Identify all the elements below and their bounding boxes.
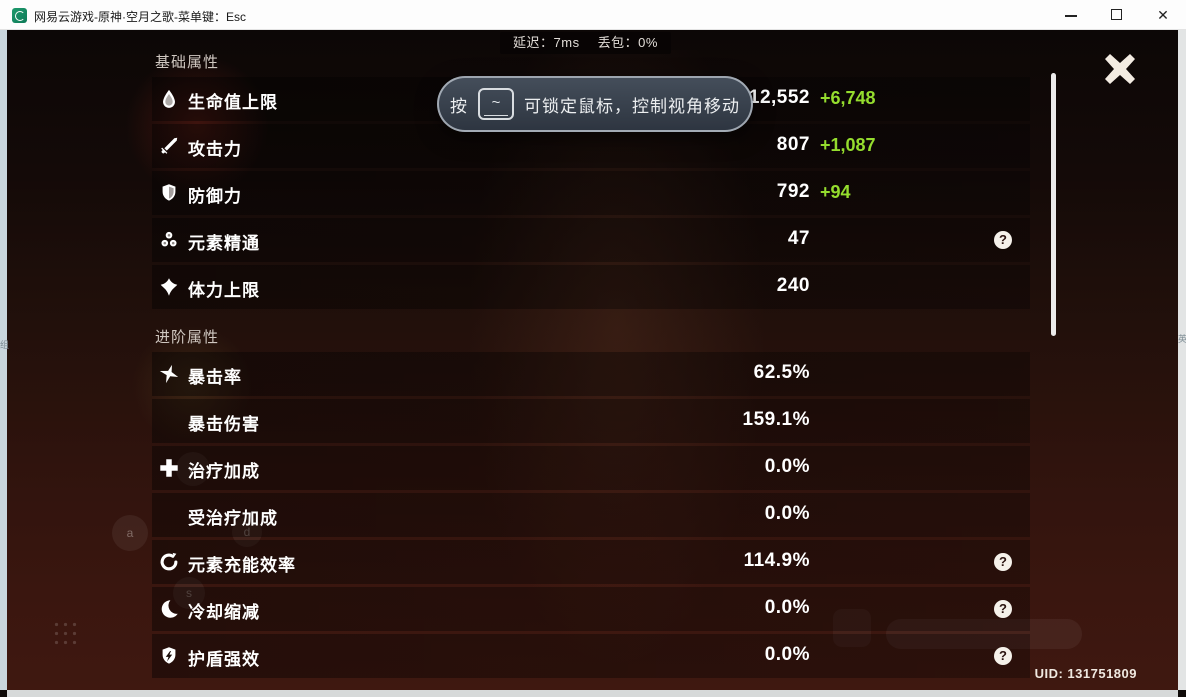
stat-row: 受治疗加成 0.0% (152, 493, 1030, 537)
virtual-key-w[interactable]: w (176, 452, 210, 486)
attack-sword-icon (158, 135, 180, 157)
stat-value: 62.5% (753, 362, 810, 383)
stat-label: 元素充能效率 (188, 556, 296, 575)
tooltip-text: 可锁定鼠标，控制视角移动 (524, 96, 740, 116)
mouse-lock-tooltip: 按 ~ 可锁定鼠标，控制视角移动 (437, 76, 753, 132)
virtual-key-s[interactable]: s (173, 577, 205, 609)
maximize-icon (1111, 9, 1122, 20)
stat-row: 体力上限 240 (152, 265, 1030, 309)
stat-row: 护盾强效 0.0%? (152, 634, 1030, 678)
tooltip-prefix: 按 (450, 96, 468, 116)
background-window-text: 英 (1178, 334, 1186, 344)
stat-value: 0.0% (764, 503, 810, 524)
help-icon[interactable]: ? (994, 553, 1012, 571)
stat-value: 47 (787, 228, 810, 249)
help-icon[interactable]: ? (994, 647, 1012, 665)
window-title: 网易云游戏-原神·空月之歌-菜单键：Esc (34, 10, 246, 24)
stat-row: 元素精通 47? (152, 218, 1030, 262)
uid-label: UID: 131751809 (1034, 666, 1137, 681)
stat-row: 治疗加成 0.0% (152, 446, 1030, 490)
stat-row: 冷却缩减 0.0%? (152, 587, 1030, 631)
attributes-panel: 基础属性 生命值上限 12,552 +6,748 攻击力 807 +1,087 防御力 792… (152, 30, 1030, 690)
network-status: 延迟：7ms 丢包：0% (500, 32, 671, 54)
game-viewport: w a d s 延迟：7ms 丢包：0% 基础属性 生命值上限 12,552 +6,7… (7, 30, 1178, 690)
maximize-button[interactable] (1094, 0, 1140, 30)
close-x-icon (1105, 54, 1135, 84)
stat-value: 0.0% (764, 644, 810, 665)
virtual-key-a[interactable]: a (112, 515, 148, 551)
stat-label: 体力上限 (188, 281, 260, 300)
stat-row: 暴击率 62.5% (152, 352, 1030, 396)
stat-label: 冷却缩减 (188, 603, 260, 622)
stat-value: 159.1% (742, 409, 810, 430)
stat-label: 受治疗加成 (188, 509, 278, 528)
stat-label: 治疗加成 (188, 462, 260, 481)
stat-value: 12,552 (748, 87, 810, 108)
minimize-icon (1065, 15, 1077, 17)
packet-loss-value: 0% (638, 35, 658, 50)
help-icon[interactable]: ? (994, 231, 1012, 249)
shield-strength-icon (158, 645, 180, 667)
cooldown-moon-icon (158, 598, 180, 620)
netease-cloud-game-logo-icon (12, 8, 27, 23)
stamina-icon (158, 276, 180, 298)
stat-label: 元素精通 (188, 234, 260, 253)
packet-loss-label: 丢包： (597, 35, 639, 50)
section-title-base: 基础属性 (155, 54, 220, 71)
desktop-edge-left: 组 (0, 30, 10, 690)
latency-value: 7ms (553, 35, 580, 50)
stat-bonus-value: +6,748 (820, 88, 876, 108)
stat-label: 生命值上限 (188, 93, 278, 112)
stat-label: 暴击伤害 (188, 415, 260, 434)
crit-star-icon (158, 363, 180, 385)
stat-value: 807 (776, 134, 810, 155)
minimize-button[interactable] (1048, 0, 1094, 30)
stat-row: 暴击伤害 159.1% (152, 399, 1030, 443)
section-title-advanced: 进阶属性 (155, 329, 220, 346)
overlay-button[interactable] (833, 609, 871, 647)
background-window-text: 组 (0, 340, 10, 350)
healing-cross-icon (158, 457, 180, 479)
stat-value: 792 (776, 181, 810, 202)
stat-value: 0.0% (764, 597, 810, 618)
defense-shield-icon (158, 182, 180, 204)
help-icon[interactable]: ? (994, 600, 1012, 618)
energy-recharge-icon (158, 551, 180, 573)
tilde-key-icon: ~ (478, 88, 514, 120)
panel-close-button[interactable] (1103, 53, 1137, 85)
hp-droplet-icon (158, 88, 180, 110)
elemental-mastery-icon (158, 229, 180, 251)
close-button[interactable]: ✕ (1140, 0, 1186, 30)
stat-label: 护盾强效 (188, 650, 260, 669)
scrollbar[interactable] (1051, 73, 1056, 336)
stat-row: 元素充能效率 114.9%? (152, 540, 1030, 584)
stat-bonus-value: +1,087 (820, 135, 876, 155)
window-controls: ✕ (1048, 0, 1186, 30)
stat-label: 防御力 (188, 187, 242, 206)
stat-value: 114.9% (743, 550, 810, 571)
virtual-key-d[interactable]: d (232, 517, 262, 547)
virtual-keypad-grid-icon[interactable] (52, 620, 79, 647)
overlay-chat-bar[interactable] (886, 619, 1082, 649)
base-attributes-list: 生命值上限 12,552 +6,748 攻击力 807 +1,087 防御力 792 +94 元素… (152, 77, 1030, 312)
stat-value: 0.0% (764, 456, 810, 477)
stat-label: 暴击率 (188, 368, 242, 387)
stat-row: 防御力 792 +94 (152, 171, 1030, 215)
stat-value: 240 (776, 275, 810, 296)
stat-label: 攻击力 (188, 140, 242, 159)
desktop-edge-bottom (7, 690, 1178, 697)
latency-label: 延迟： (513, 35, 554, 50)
desktop-edge-right: 英 (1178, 30, 1186, 690)
window-titlebar: 网易云游戏-原神·空月之歌-菜单键：Esc ✕ (0, 0, 1186, 30)
advanced-attributes-list: 暴击率 62.5% 暴击伤害 159.1% 治疗加成 0.0% 受治疗加成 0.0% 元素充能效… (152, 352, 1030, 681)
close-icon: ✕ (1157, 7, 1169, 23)
stat-bonus-value: +94 (820, 182, 851, 202)
